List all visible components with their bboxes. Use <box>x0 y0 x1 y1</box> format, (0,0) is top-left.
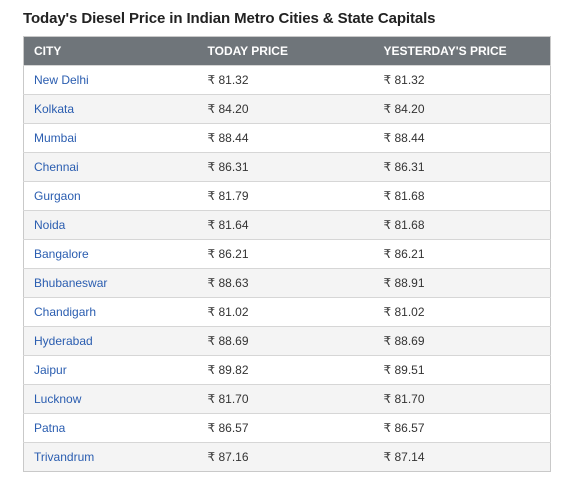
city-link[interactable]: New Delhi <box>34 73 89 87</box>
table-row: Hyderabad ₹ 88.69 ₹ 88.69 <box>23 326 551 356</box>
diesel-price-table: CITY TODAY PRICE YESTERDAY'S PRICE New D… <box>23 36 551 472</box>
table-row: Mumbai ₹ 88.44 ₹ 88.44 <box>23 123 551 153</box>
table-row: Trivandrum ₹ 87.16 ₹ 87.14 <box>23 442 551 472</box>
table-row: Noida ₹ 81.64 ₹ 81.68 <box>23 210 551 240</box>
yesterday-price-cell: ₹ 86.57 <box>373 413 551 443</box>
table-row: Bhubaneswar ₹ 88.63 ₹ 88.91 <box>23 268 551 298</box>
column-header-yesterday-price: YESTERDAY'S PRICE <box>373 36 551 66</box>
table-row: Jaipur ₹ 89.82 ₹ 89.51 <box>23 355 551 385</box>
city-link[interactable]: Jaipur <box>34 363 67 377</box>
today-price-cell: ₹ 84.20 <box>197 94 374 124</box>
table-header-row: CITY TODAY PRICE YESTERDAY'S PRICE <box>23 36 551 66</box>
city-cell: Noida <box>23 210 198 240</box>
city-cell: Chennai <box>23 152 198 182</box>
city-link[interactable]: Kolkata <box>34 102 75 116</box>
yesterday-price-cell: ₹ 81.68 <box>373 210 551 240</box>
yesterday-price-cell: ₹ 87.14 <box>373 442 551 472</box>
city-link[interactable]: Trivandrum <box>34 450 95 464</box>
yesterday-price-cell: ₹ 88.44 <box>373 123 551 153</box>
table-row: New Delhi ₹ 81.32 ₹ 81.32 <box>23 65 551 95</box>
today-price-cell: ₹ 81.64 <box>197 210 374 240</box>
city-cell: Hyderabad <box>23 326 198 356</box>
today-price-cell: ₹ 81.70 <box>197 384 374 414</box>
yesterday-price-cell: ₹ 81.32 <box>373 65 551 95</box>
city-cell: Gurgaon <box>23 181 198 211</box>
city-link[interactable]: Bhubaneswar <box>34 276 108 290</box>
table-body: New Delhi ₹ 81.32 ₹ 81.32 Kolkata ₹ 84.20 ₹ 8… <box>23 65 551 472</box>
city-cell: Bhubaneswar <box>23 268 198 298</box>
today-price-cell: ₹ 89.82 <box>197 355 374 385</box>
today-price-cell: ₹ 86.57 <box>197 413 374 443</box>
city-link[interactable]: Noida <box>34 218 66 232</box>
city-link[interactable]: Mumbai <box>34 131 77 145</box>
city-link[interactable]: Hyderabad <box>34 334 93 348</box>
city-link[interactable]: Chennai <box>34 160 79 174</box>
table-row: Chennai ₹ 86.31 ₹ 86.31 <box>23 152 551 182</box>
city-cell: Mumbai <box>23 123 198 153</box>
today-price-cell: ₹ 81.32 <box>197 65 374 95</box>
yesterday-price-cell: ₹ 81.68 <box>373 181 551 211</box>
today-price-cell: ₹ 88.44 <box>197 123 374 153</box>
city-cell: New Delhi <box>23 65 198 95</box>
yesterday-price-cell: ₹ 86.21 <box>373 239 551 269</box>
table-row: Lucknow ₹ 81.70 ₹ 81.70 <box>23 384 551 414</box>
page-title: Today's Diesel Price in Indian Metro Cit… <box>23 10 436 27</box>
city-cell: Patna <box>23 413 198 443</box>
today-price-cell: ₹ 86.31 <box>197 152 374 182</box>
table-row: Kolkata ₹ 84.20 ₹ 84.20 <box>23 94 551 124</box>
city-link[interactable]: Bangalore <box>34 247 89 261</box>
table-row: Chandigarh ₹ 81.02 ₹ 81.02 <box>23 297 551 327</box>
city-link[interactable]: Lucknow <box>34 392 82 406</box>
yesterday-price-cell: ₹ 84.20 <box>373 94 551 124</box>
today-price-cell: ₹ 88.69 <box>197 326 374 356</box>
column-header-today-price: TODAY PRICE <box>197 36 374 66</box>
today-price-cell: ₹ 81.02 <box>197 297 374 327</box>
today-price-cell: ₹ 86.21 <box>197 239 374 269</box>
today-price-cell: ₹ 87.16 <box>197 442 374 472</box>
city-link[interactable]: Patna <box>34 421 66 435</box>
city-cell: Kolkata <box>23 94 198 124</box>
city-cell: Bangalore <box>23 239 198 269</box>
table-row: Gurgaon ₹ 81.79 ₹ 81.68 <box>23 181 551 211</box>
city-cell: Trivandrum <box>23 442 198 472</box>
table-row: Patna ₹ 86.57 ₹ 86.57 <box>23 413 551 443</box>
city-cell: Lucknow <box>23 384 198 414</box>
yesterday-price-cell: ₹ 88.69 <box>373 326 551 356</box>
yesterday-price-cell: ₹ 88.91 <box>373 268 551 298</box>
city-link[interactable]: Gurgaon <box>34 189 81 203</box>
today-price-cell: ₹ 88.63 <box>197 268 374 298</box>
yesterday-price-cell: ₹ 89.51 <box>373 355 551 385</box>
column-header-city: CITY <box>23 36 198 66</box>
table-row: Bangalore ₹ 86.21 ₹ 86.21 <box>23 239 551 269</box>
city-cell: Chandigarh <box>23 297 198 327</box>
city-link[interactable]: Chandigarh <box>34 305 97 319</box>
city-cell: Jaipur <box>23 355 198 385</box>
yesterday-price-cell: ₹ 81.02 <box>373 297 551 327</box>
yesterday-price-cell: ₹ 86.31 <box>373 152 551 182</box>
today-price-cell: ₹ 81.79 <box>197 181 374 211</box>
yesterday-price-cell: ₹ 81.70 <box>373 384 551 414</box>
